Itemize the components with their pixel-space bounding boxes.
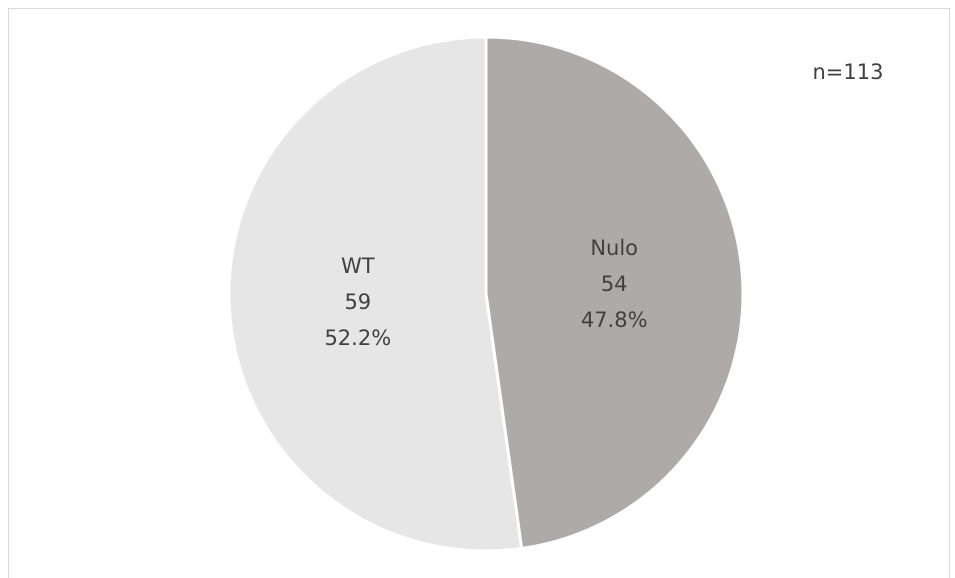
annotation: n=113 [813, 60, 884, 84]
slice-category-label: Nulo [590, 236, 638, 260]
pie-slice [484, 35, 745, 551]
slice-value-label: 59 [344, 290, 371, 314]
slice-percent-label: 52.2% [324, 326, 391, 350]
slice-value-label: 54 [601, 272, 628, 296]
slice-percent-label: 47.8% [581, 308, 648, 332]
pie-slice [227, 35, 524, 553]
slice-category-label: WT [341, 254, 375, 278]
